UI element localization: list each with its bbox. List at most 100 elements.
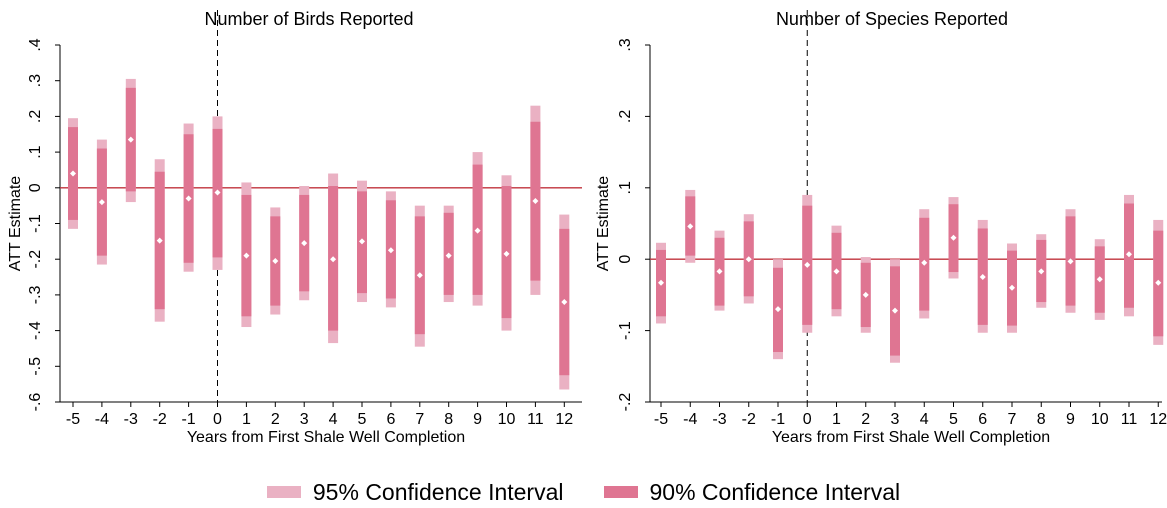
x-tick-label: 1 (832, 411, 841, 428)
x-tick-label: 1 (242, 411, 251, 428)
point-estimate-marker (359, 238, 365, 245)
x-tick-label: 6 (978, 411, 987, 428)
legend-item-ci90: 90% Confidence Interval (603, 478, 901, 506)
legend-label-ci95: 95% Confidence Interval (312, 479, 564, 505)
y-axis-title: ATT Estimate (7, 176, 24, 272)
y-tick-label: .4 (27, 38, 44, 51)
point-estimate-marker (804, 261, 811, 268)
x-tick-label: 8 (444, 411, 453, 428)
legend-item-ci95: 95% Confidence Interval (266, 478, 564, 506)
x-tick-label: -1 (771, 411, 785, 428)
y-tick-label: .1 (617, 181, 634, 194)
point-estimate-marker (503, 250, 510, 257)
x-tick-label: 10 (1091, 411, 1109, 428)
point-estimate-marker (98, 199, 105, 206)
point-estimate-marker (127, 136, 134, 143)
x-tick-label: 7 (415, 411, 424, 428)
point-estimate-marker (833, 268, 840, 275)
point-estimate-marker (950, 234, 957, 241)
y-tick-label: -.2 (617, 393, 634, 412)
y-tick-label: .2 (27, 110, 44, 123)
point-estimate-marker (1155, 279, 1162, 286)
x-tick-label: -5 (66, 411, 80, 428)
y-tick-label: -.1 (617, 321, 634, 340)
x-tick-label: -1 (181, 411, 195, 428)
y-tick-label: -.5 (27, 357, 44, 376)
x-tick-label: -2 (153, 411, 167, 428)
point-estimate-marker (272, 257, 279, 264)
legend-swatch-ci90 (603, 486, 638, 498)
x-tick-label: 9 (1066, 411, 1075, 428)
x-tick-label: 10 (498, 411, 516, 428)
point-estimate-marker (156, 237, 163, 244)
x-tick-label: 11 (1121, 411, 1138, 428)
y-tick-label: .1 (27, 145, 44, 158)
y-axis-title: ATT Estimate (595, 176, 612, 272)
x-tick-label: 0 (803, 411, 812, 428)
y-tick-label: -.6 (27, 393, 44, 412)
y-tick-label: .3 (27, 74, 44, 87)
point-estimate-marker (862, 291, 869, 298)
x-tick-label: 6 (386, 411, 395, 428)
x-tick-label: -3 (712, 411, 726, 428)
x-tick-label: 2 (861, 411, 870, 428)
point-estimate-marker (301, 240, 308, 247)
x-tick-label: 8 (1037, 411, 1046, 428)
point-estimate-marker (892, 307, 898, 314)
x-tick-label: 5 (949, 411, 958, 428)
chart-panel-1: Number of Birds Reported .4 .3 .2 .1 0 -.1 -.2 -… (7, 9, 582, 446)
legend-swatch-ci95 (266, 486, 301, 498)
x-tick-label: 3 (891, 411, 900, 428)
point-estimate-marker (532, 198, 539, 205)
x-tick-label: 12 (1149, 411, 1167, 428)
point-estimate-marker (474, 227, 481, 234)
y-tick-label: -.4 (27, 321, 44, 340)
legend-label-ci90: 90% Confidence Interval (649, 479, 901, 505)
x-tick-label: -2 (742, 411, 756, 428)
y-tick-label: -.3 (27, 285, 44, 304)
x-tick-label: 0 (213, 411, 222, 428)
point-estimate-marker (1096, 276, 1103, 283)
point-estimate-marker (921, 259, 928, 266)
point-estimate-marker (1067, 258, 1074, 265)
point-estimate-marker (243, 252, 250, 259)
x-tick-label: -4 (683, 411, 697, 428)
point-estimate-marker (330, 256, 337, 263)
point-estimate-marker (658, 279, 664, 286)
x-tick-label: 2 (271, 411, 280, 428)
point-estimate-marker (185, 195, 192, 202)
y-tick-label: 0 (27, 183, 44, 192)
y-tick-label: .3 (617, 38, 634, 51)
point-estimate-marker (745, 256, 752, 263)
chart-title: Number of Birds Reported (204, 9, 413, 29)
x-tick-label: -3 (124, 411, 138, 428)
point-estimate-marker (687, 223, 694, 230)
y-tick-label: .2 (617, 110, 634, 123)
y-tick-label: -.2 (27, 250, 44, 269)
point-estimate-marker (1009, 284, 1015, 291)
chart-title: Number of Species Reported (776, 9, 1008, 29)
x-tick-label: 3 (300, 411, 309, 428)
point-estimate-marker (979, 274, 986, 281)
point-estimate-marker (387, 247, 394, 254)
x-axis-title: Years from First Shale Well Completion (772, 429, 1050, 446)
x-tick-label: -5 (654, 411, 668, 428)
x-tick-label: 4 (920, 411, 929, 428)
legend: 95% Confidence Interval 90% Confidence I… (0, 476, 1167, 508)
point-estimate-marker (1038, 268, 1045, 275)
point-estimate-marker (416, 272, 423, 279)
point-estimate-marker (70, 170, 76, 177)
point-estimate-marker (1126, 251, 1132, 258)
point-estimate-marker (716, 268, 723, 275)
point-estimate-marker (561, 299, 568, 306)
x-tick-label: 4 (329, 411, 338, 428)
x-tick-label: -4 (95, 411, 109, 428)
x-axis-title: Years from First Shale Well Completion (187, 429, 465, 446)
x-tick-label: 5 (358, 411, 367, 428)
point-estimate-marker (445, 252, 452, 259)
chart-panel-2: Number of Species Reported .3 .2 .1 0 -.1 -.2 A… (595, 9, 1167, 446)
x-tick-label: 7 (1008, 411, 1017, 428)
x-tick-label: 12 (555, 411, 573, 428)
x-tick-label: 11 (527, 411, 544, 428)
